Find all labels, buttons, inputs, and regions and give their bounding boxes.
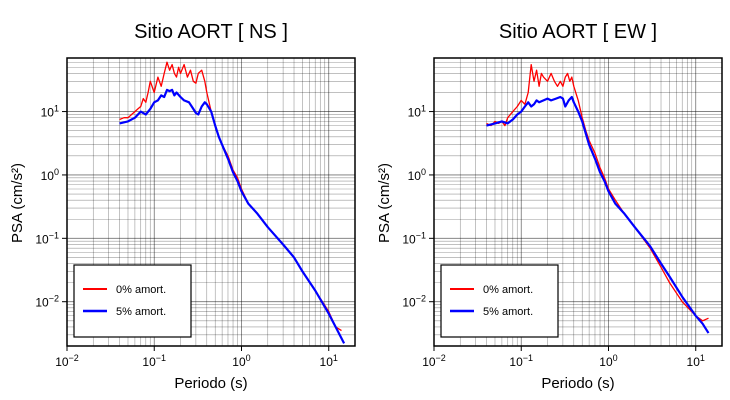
legend: 0% amort. 5% amort. xyxy=(440,264,559,338)
y-axis-label: PSA (cm/s²) xyxy=(9,163,26,243)
legend-label-0: 0% amort. xyxy=(116,284,166,296)
y-tick-label: 101 xyxy=(41,104,59,120)
x-axis-label: Periodo (s) xyxy=(541,375,614,392)
plot-frame xyxy=(433,57,723,347)
panel-title: Sitio AORT [ EW ] xyxy=(499,21,657,43)
panel-ew: Sitio AORT [ EW ] 10−2 10−1 100 101 10−2 10−1… xyxy=(376,21,723,392)
series-line-1 xyxy=(119,88,346,344)
legend-box xyxy=(73,264,192,338)
x-tick-label: 10−1 xyxy=(509,353,533,369)
x-tick-label: 101 xyxy=(687,353,705,369)
panel-title: Sitio AORT [ NS ] xyxy=(134,21,288,43)
panel-ns: Sitio AORT [ NS ] 10−2 10−1 100 101 10−2 10−1… xyxy=(9,21,356,392)
y-tick-label: 101 xyxy=(408,104,426,120)
y-tick-label: 10−1 xyxy=(402,230,426,246)
x-tick-label: 100 xyxy=(232,353,250,369)
legend-box xyxy=(440,264,559,338)
x-tick-label: 101 xyxy=(320,353,338,369)
x-axis-label: Periodo (s) xyxy=(174,375,247,392)
x-tick-label: 100 xyxy=(599,353,617,369)
x-tick-label: 10−2 xyxy=(422,353,446,369)
y-tick-label: 100 xyxy=(41,167,59,183)
legend-label-0: 0% amort. xyxy=(483,284,533,296)
y-tick-label: 10−2 xyxy=(35,294,59,310)
y-tick-label: 10−1 xyxy=(35,230,59,246)
plot-frame xyxy=(66,57,356,347)
legend-label-1: 5% amort. xyxy=(483,306,533,318)
legend-label-1: 5% amort. xyxy=(116,306,166,318)
x-tick-label: 10−1 xyxy=(142,353,166,369)
y-tick-label: 10−2 xyxy=(402,294,426,310)
y-tick-label: 100 xyxy=(408,167,426,183)
y-axis-label: PSA (cm/s²) xyxy=(376,163,393,243)
series-line-1 xyxy=(486,95,710,334)
x-tick-label: 10−2 xyxy=(55,353,79,369)
legend: 0% amort. 5% amort. xyxy=(73,264,192,338)
